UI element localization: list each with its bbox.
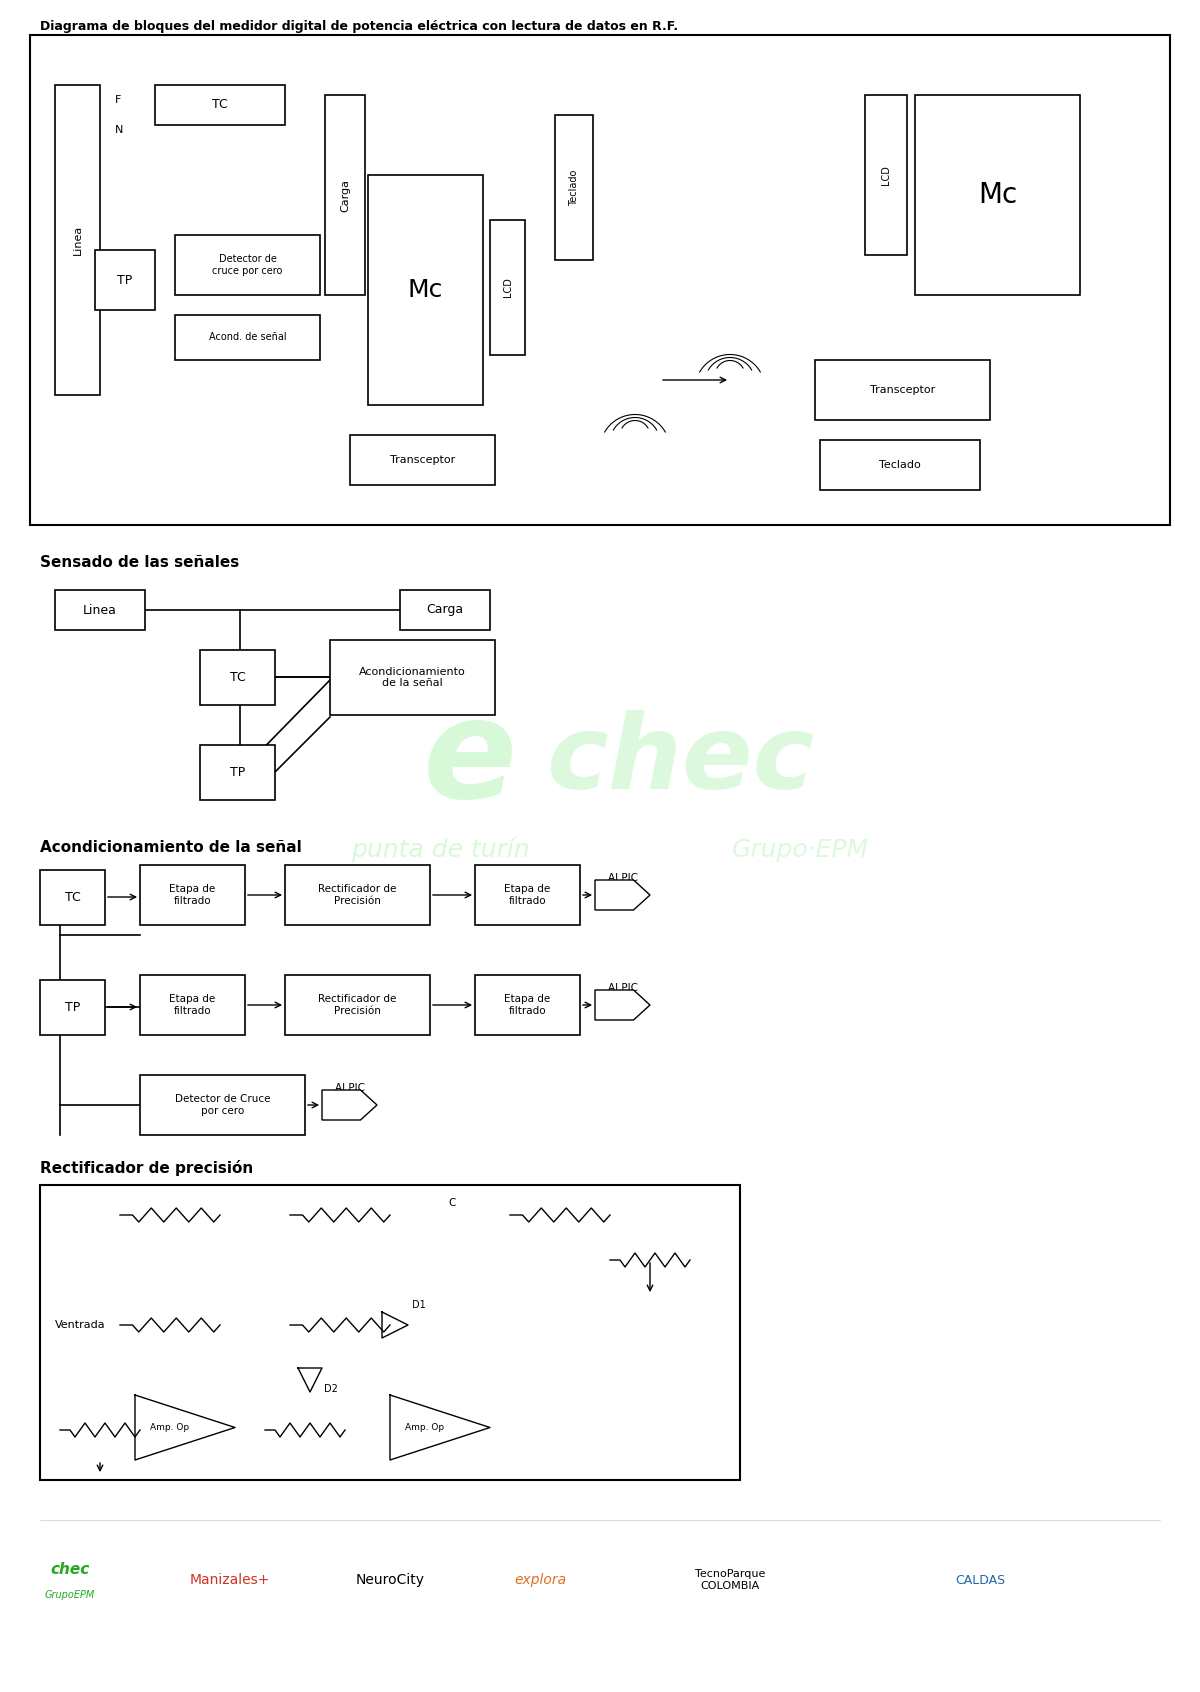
- Text: Al PIC: Al PIC: [608, 983, 638, 993]
- Bar: [175, 315, 320, 360]
- Text: Al PIC: Al PIC: [335, 1083, 365, 1093]
- Text: LCD: LCD: [503, 277, 512, 298]
- Text: Ventrada: Ventrada: [55, 1320, 106, 1330]
- Text: Detector de Cruce
por cero: Detector de Cruce por cero: [175, 1095, 270, 1115]
- Polygon shape: [322, 1090, 377, 1120]
- Bar: [286, 865, 430, 926]
- Text: Grupo·EPM: Grupo·EPM: [732, 838, 869, 861]
- Text: Rectificador de precisión: Rectificador de precisión: [40, 1161, 253, 1176]
- Bar: [95, 250, 155, 310]
- Text: Mc: Mc: [408, 277, 443, 301]
- Text: Detector de
cruce por cero: Detector de cruce por cero: [212, 254, 283, 276]
- Text: Acondicionamiento
de la señal: Acondicionamiento de la señal: [359, 667, 466, 689]
- Bar: [55, 85, 100, 394]
- Text: TP: TP: [65, 1002, 80, 1014]
- Text: D1: D1: [412, 1299, 426, 1310]
- Bar: [155, 85, 286, 125]
- Text: TP: TP: [118, 274, 133, 286]
- Text: punta de turín: punta de turín: [350, 838, 529, 863]
- Bar: [400, 591, 490, 629]
- Text: Al PIC: Al PIC: [608, 873, 638, 883]
- Text: TecnoParque
COLOMBIA: TecnoParque COLOMBIA: [695, 1568, 766, 1590]
- Bar: [865, 95, 907, 255]
- Text: e: e: [422, 692, 517, 827]
- Bar: [330, 640, 496, 716]
- Bar: [554, 115, 593, 261]
- Text: Rectificador de
Precisión: Rectificador de Precisión: [318, 995, 397, 1015]
- Bar: [30, 36, 1170, 525]
- Text: Manizales+: Manizales+: [190, 1574, 270, 1587]
- Text: Carga: Carga: [426, 604, 463, 616]
- Text: Linea: Linea: [83, 604, 116, 616]
- Bar: [490, 220, 526, 355]
- Bar: [916, 95, 1080, 294]
- Text: LCD: LCD: [881, 166, 890, 184]
- Bar: [200, 650, 275, 706]
- Text: Acond. de señal: Acond. de señal: [209, 333, 287, 342]
- Text: Diagrama de bloques del medidor digital de potencia eléctrica con lectura de dat: Diagrama de bloques del medidor digital …: [40, 20, 678, 34]
- Text: TC: TC: [229, 672, 245, 684]
- Text: Etapa de
filtrado: Etapa de filtrado: [504, 995, 551, 1015]
- Text: TC: TC: [212, 98, 228, 112]
- Bar: [350, 435, 496, 486]
- Text: F: F: [115, 95, 121, 105]
- Text: Teclado: Teclado: [880, 460, 920, 470]
- Polygon shape: [595, 990, 650, 1020]
- Text: Etapa de
filtrado: Etapa de filtrado: [169, 885, 216, 905]
- Text: Etapa de
filtrado: Etapa de filtrado: [169, 995, 216, 1015]
- Text: Rectificador de
Precisión: Rectificador de Precisión: [318, 885, 397, 905]
- Text: D2: D2: [324, 1384, 338, 1394]
- Text: chec: chec: [546, 709, 814, 810]
- Text: NeuroCity: NeuroCity: [355, 1574, 425, 1587]
- Bar: [820, 440, 980, 491]
- Text: CALDAS: CALDAS: [955, 1574, 1006, 1587]
- Bar: [815, 360, 990, 420]
- Polygon shape: [595, 880, 650, 910]
- Bar: [140, 1074, 305, 1135]
- Text: N: N: [115, 125, 124, 135]
- Text: explora: explora: [514, 1574, 566, 1587]
- Text: Transceptor: Transceptor: [390, 455, 455, 465]
- Bar: [475, 865, 580, 926]
- Text: Mc: Mc: [978, 181, 1018, 210]
- Bar: [40, 870, 106, 926]
- Text: Etapa de
filtrado: Etapa de filtrado: [504, 885, 551, 905]
- Bar: [175, 235, 320, 294]
- Text: GrupoEPM: GrupoEPM: [44, 1590, 95, 1601]
- Bar: [475, 975, 580, 1036]
- Text: Carga: Carga: [340, 178, 350, 212]
- Bar: [40, 1184, 740, 1480]
- Text: Amp. Op: Amp. Op: [150, 1423, 190, 1431]
- Bar: [55, 591, 145, 629]
- Text: Sensado de las señales: Sensado de las señales: [40, 555, 239, 570]
- Text: Teclado: Teclado: [569, 169, 580, 206]
- Text: Amp. Op: Amp. Op: [406, 1423, 444, 1431]
- Text: Transceptor: Transceptor: [870, 386, 935, 394]
- Text: Linea: Linea: [72, 225, 83, 255]
- Text: C: C: [448, 1198, 455, 1208]
- Bar: [140, 865, 245, 926]
- Bar: [40, 980, 106, 1036]
- Text: chec: chec: [50, 1562, 90, 1577]
- Text: TP: TP: [230, 766, 245, 778]
- Text: Acondicionamiento de la señal: Acondicionamiento de la señal: [40, 839, 301, 854]
- Bar: [140, 975, 245, 1036]
- Text: TC: TC: [65, 892, 80, 904]
- Bar: [200, 744, 275, 800]
- Bar: [368, 174, 482, 404]
- Bar: [286, 975, 430, 1036]
- Bar: [325, 95, 365, 294]
